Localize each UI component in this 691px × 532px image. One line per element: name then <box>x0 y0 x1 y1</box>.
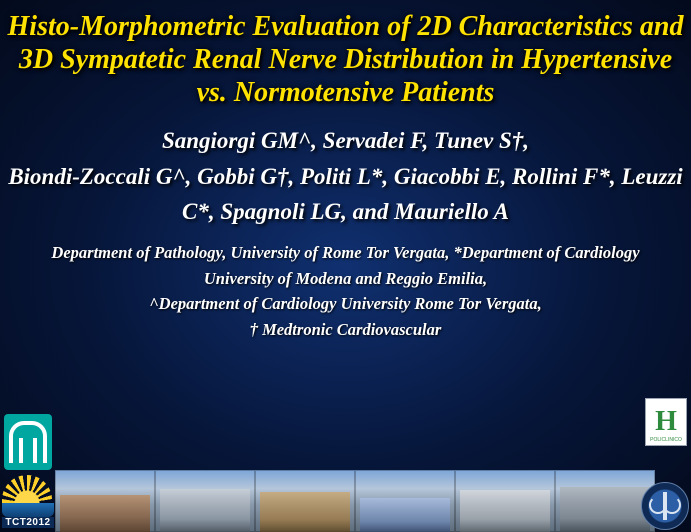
medical-seal-logo <box>641 482 689 530</box>
wave-icon <box>2 503 54 517</box>
hospital-logo: H POLICLINICO <box>645 398 687 446</box>
footer-photo <box>555 470 655 532</box>
university-logo <box>4 414 52 470</box>
affiliations-block: Department of Pathology, University of R… <box>0 230 691 342</box>
authors-line-1: Sangiorgi GM^, Servadei F, Tunev S†, <box>8 123 683 159</box>
footer-photo <box>155 470 255 532</box>
university-arch-icon <box>9 421 47 463</box>
photo-strip <box>55 470 655 532</box>
authors-line-2: Biondi-Zoccali G^, Gobbi G†, Politi L*, … <box>8 159 683 230</box>
hospital-logo-letter: H <box>655 406 677 438</box>
authors-block: Sangiorgi GM^, Servadei F, Tunev S†, Bio… <box>0 117 691 230</box>
footer-photo <box>455 470 555 532</box>
footer-photo <box>255 470 355 532</box>
footer-photo <box>55 470 155 532</box>
affiliation-line-3: † Medtronic Cardiovascular <box>16 317 675 343</box>
presentation-slide: Histo-Morphometric Evaluation of 2D Char… <box>0 0 691 532</box>
affiliation-line-1: Department of Pathology, University of R… <box>16 240 675 291</box>
footer-photo <box>355 470 455 532</box>
footer: TCT2012 H POLICLINICO <box>0 454 691 532</box>
sun-icon <box>2 475 52 503</box>
conference-logo: TCT2012 <box>2 475 54 530</box>
hospital-logo-sub: POLICLINICO <box>650 437 682 443</box>
affiliation-line-2: ^Department of Cardiology University Rom… <box>16 291 675 317</box>
caduceus-icon <box>663 492 667 520</box>
conference-label: TCT2012 <box>2 517 54 528</box>
slide-title: Histo-Morphometric Evaluation of 2D Char… <box>0 0 691 117</box>
